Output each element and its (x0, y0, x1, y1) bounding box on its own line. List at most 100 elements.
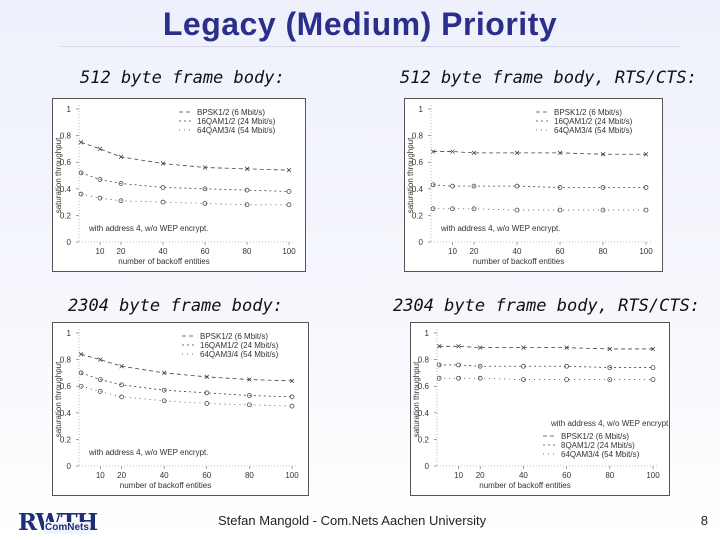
y-tick-label: 0.6 (60, 158, 72, 167)
data-point (557, 207, 563, 213)
legend-entry: 16QAM1/2 (24 Mbit/s) (197, 117, 276, 126)
data-point (456, 375, 461, 381)
data-point (286, 202, 292, 208)
y-axis-label: saturation throughput (54, 361, 63, 437)
data-point (244, 166, 250, 172)
data-point (607, 365, 613, 370)
y-axis-label: saturation throughput (406, 137, 415, 213)
data-point (436, 344, 442, 349)
chart-note: with address 4, w/o WEP encrypt. (88, 224, 208, 233)
data-point (643, 207, 649, 213)
data-point (118, 181, 124, 186)
data-point (450, 149, 455, 154)
data-point (119, 394, 124, 400)
data-point (160, 161, 166, 166)
chart-note: with address 4, w/o WEP encrypt. (550, 419, 669, 428)
chart-panel-2304-rts: 0 0.2 0.4 0.6 0.8 1 10 20 40 60 80 100 number of bac… (410, 322, 670, 496)
legend-entry: 64QAM3/4 (54 Mbit/s) (554, 126, 633, 135)
x-tick-label: 100 (646, 471, 660, 480)
x-axis-label: number of backoff entities (479, 481, 570, 490)
y-tick-label: 0.2 (418, 435, 430, 444)
y-tick-label: 0.4 (412, 185, 424, 194)
footer-text: Stefan Mangold - Com.Nets Aachen Univers… (218, 513, 487, 528)
y-tick-label: 1 (67, 329, 72, 338)
data-point (450, 206, 455, 212)
data-point (286, 167, 292, 173)
x-tick-label: 20 (117, 471, 126, 480)
data-point (557, 185, 563, 190)
data-point (600, 207, 606, 213)
data-point (78, 370, 84, 376)
caption-2304-rts: 2304 byte frame body, RTS/CTS: (393, 296, 701, 316)
series-line-1 (80, 172, 290, 192)
data-point (289, 378, 295, 384)
data-point (119, 364, 124, 369)
y-tick-label: 0.6 (418, 382, 430, 391)
data-point (564, 345, 569, 350)
data-point (521, 345, 526, 350)
data-point (161, 387, 167, 393)
series-line-1 (80, 372, 293, 398)
data-point (247, 402, 252, 408)
data-point (650, 377, 656, 382)
data-point (98, 357, 103, 362)
y-tick-label: 0.2 (60, 435, 72, 444)
data-point (78, 140, 84, 145)
data-point (78, 191, 84, 197)
throughput-chart-3: 0 0.2 0.4 0.6 0.8 1 10 20 40 60 80 100 number of bac… (412, 329, 669, 490)
data-point (607, 377, 613, 382)
data-point (97, 389, 103, 394)
data-point (650, 365, 656, 370)
x-axis-label: number of backoff entities (118, 257, 209, 266)
y-tick-label: 1 (419, 105, 424, 114)
chart-panel-2304: 0 0.2 0.4 0.6 0.8 1 10 20 40 60 80 100 number of bac… (52, 322, 309, 496)
y-tick-label: 0.4 (60, 185, 72, 194)
y-tick-label: 0 (419, 238, 424, 247)
data-point (202, 201, 208, 206)
data-point (244, 187, 250, 193)
throughput-chart-1: 0 0.2 0.4 0.6 0.8 1 10 20 40 60 80 100 number of bac… (406, 105, 653, 266)
data-point (78, 170, 84, 176)
series-line-1 (439, 364, 653, 368)
data-point (557, 150, 563, 156)
x-tick-label: 40 (519, 471, 528, 480)
data-point (204, 390, 210, 396)
data-point (471, 183, 477, 189)
data-point (514, 183, 520, 189)
chart-panel-512-rts: 0 0.2 0.4 0.6 0.8 1 10 20 40 60 80 100 number of bac… (404, 98, 663, 272)
data-point (78, 352, 84, 357)
data-point (204, 374, 210, 380)
legend-entry: 64QAM3/4 (54 Mbit/s) (200, 350, 279, 359)
data-point (600, 185, 606, 190)
data-point (471, 206, 477, 212)
x-tick-label: 40 (159, 247, 168, 256)
chart-panel-512: 0 0.2 0.4 0.6 0.8 1 10 20 40 60 80 100 number of bac… (52, 98, 306, 272)
x-tick-label: 40 (513, 247, 522, 256)
data-point (521, 377, 526, 382)
y-tick-label: 0.4 (60, 409, 72, 418)
y-tick-label: 0.6 (412, 158, 424, 167)
legend-entry: 16QAM1/2 (24 Mbit/s) (554, 117, 633, 126)
data-point (286, 189, 292, 194)
data-point (564, 363, 569, 369)
x-tick-label: 60 (202, 471, 211, 480)
y-tick-label: 0.8 (412, 132, 424, 141)
data-point (643, 185, 649, 190)
x-tick-label: 20 (476, 471, 485, 480)
data-point (204, 401, 210, 406)
data-point (436, 375, 442, 381)
x-axis-label: number of backoff entities (120, 481, 211, 490)
data-point (600, 151, 606, 157)
legend-entry: 64QAM3/4 (54 Mbit/s) (197, 126, 276, 135)
data-point (456, 362, 461, 368)
page-number: 8 (700, 513, 708, 528)
data-point (436, 362, 442, 368)
x-tick-label: 10 (96, 247, 105, 256)
data-point (477, 375, 483, 381)
title-divider (60, 46, 680, 47)
caption-512: 512 byte frame body: (80, 68, 285, 88)
data-point (430, 182, 436, 188)
x-tick-label: 80 (599, 247, 608, 256)
logo-sub-text: ComNets (44, 522, 90, 534)
y-tick-label: 1 (425, 329, 430, 338)
